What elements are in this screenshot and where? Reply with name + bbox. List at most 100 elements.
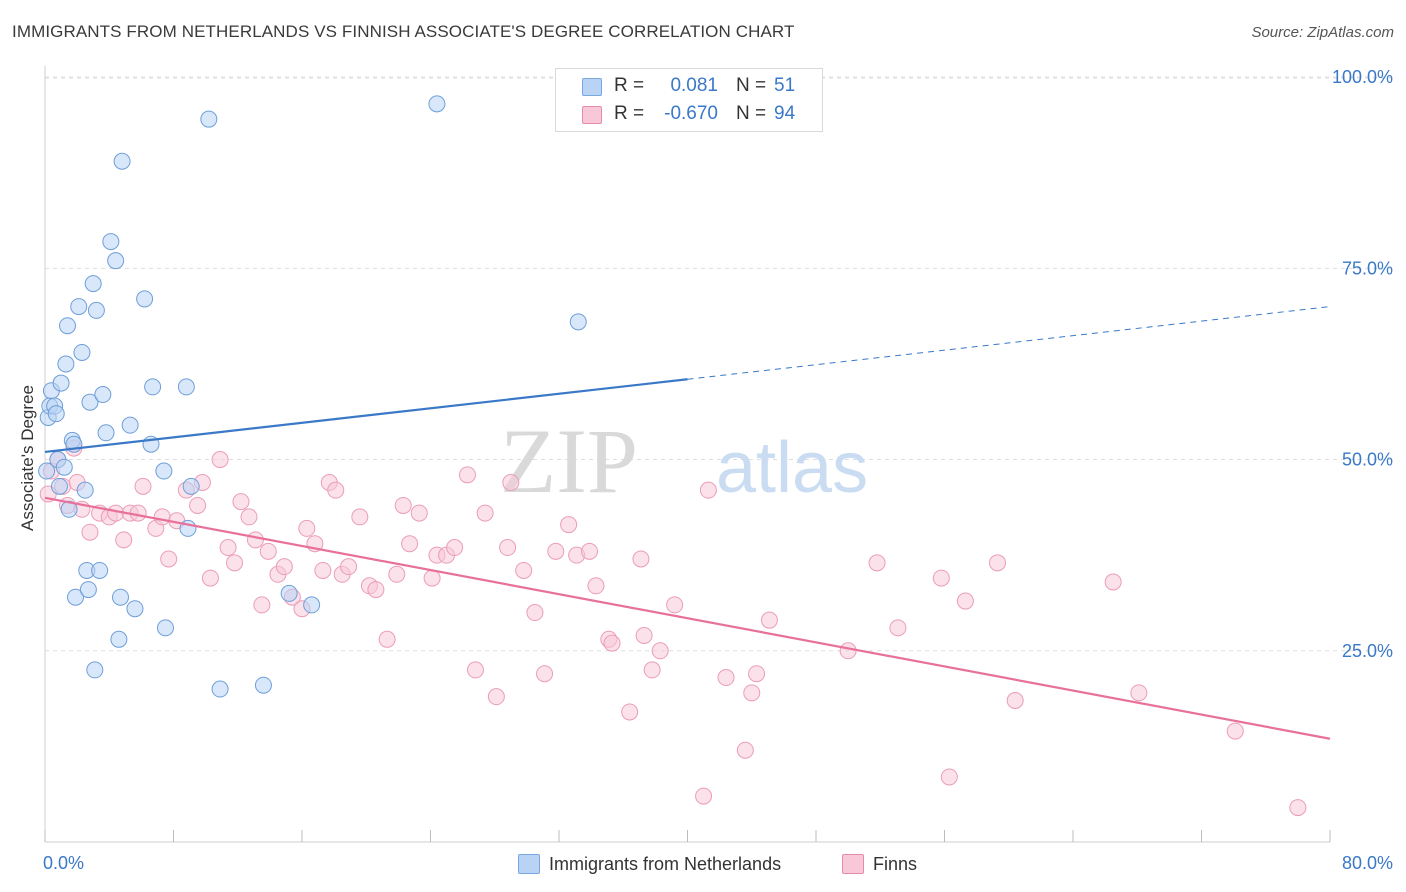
- series-netherlands-points: [38, 95, 587, 698]
- data-point-netherlands: [113, 152, 131, 170]
- data-point-finns: [211, 451, 229, 469]
- data-point-netherlands: [303, 596, 321, 614]
- data-point-netherlands: [38, 462, 56, 480]
- data-point-netherlands: [102, 233, 120, 251]
- data-point-finns: [547, 542, 565, 560]
- data-point-finns: [868, 554, 886, 572]
- axes: [44, 66, 1331, 843]
- data-point-finns: [839, 642, 857, 660]
- data-point-finns: [989, 554, 1007, 572]
- chart-title: IMMIGRANTS FROM NETHERLANDS VS FINNISH A…: [12, 22, 795, 41]
- data-point-finns: [410, 504, 428, 522]
- data-point-finns: [115, 531, 133, 549]
- data-point-netherlands: [81, 393, 99, 411]
- legend-swatch-netherlands: [518, 854, 540, 874]
- data-point-netherlands: [156, 619, 174, 637]
- data-point-netherlands: [121, 416, 139, 434]
- data-point-finns: [666, 596, 684, 614]
- finns-swatch: [582, 106, 602, 124]
- data-point-finns: [340, 558, 358, 576]
- data-point-netherlands: [86, 661, 104, 679]
- trend-line-netherlands-extension: [687, 306, 1331, 380]
- data-point-finns: [760, 611, 778, 629]
- r-label: R =: [614, 75, 645, 96]
- legend-label: Immigrants from Netherlands: [549, 854, 782, 874]
- data-point-netherlands: [84, 275, 102, 293]
- data-point-finns: [932, 569, 950, 587]
- data-point-finns: [889, 619, 907, 637]
- data-point-finns: [499, 539, 517, 557]
- data-point-finns: [603, 634, 621, 652]
- trend-lines: [44, 306, 1331, 740]
- data-point-finns: [246, 531, 264, 549]
- r-value: 0.081: [670, 75, 718, 96]
- stats-row-finns: R = -0.670 N = 94: [556, 100, 822, 128]
- data-point-finns: [226, 554, 244, 572]
- n-value: 94: [774, 103, 796, 124]
- data-point-finns: [298, 519, 316, 537]
- data-point-netherlands: [280, 584, 298, 602]
- n-label: N =: [736, 103, 767, 124]
- data-point-finns: [743, 684, 761, 702]
- data-point-finns: [643, 661, 661, 679]
- data-point-finns: [1289, 799, 1307, 817]
- data-point-finns: [153, 508, 171, 526]
- data-point-finns: [1130, 684, 1148, 702]
- data-point-netherlands: [428, 95, 446, 113]
- source-label: Source: ZipAtlas.com: [1251, 24, 1394, 41]
- data-point-netherlands: [155, 462, 173, 480]
- data-point-finns: [253, 596, 271, 614]
- data-point-netherlands: [58, 317, 76, 335]
- n-label: N =: [736, 75, 767, 96]
- data-point-netherlands: [177, 378, 195, 396]
- y-tick-label: 75.0%: [1342, 258, 1393, 278]
- data-point-netherlands: [144, 378, 162, 396]
- data-point-finns: [275, 558, 293, 576]
- data-point-finns: [502, 474, 520, 492]
- data-point-finns: [587, 577, 605, 595]
- r-label: R =: [614, 103, 645, 124]
- data-point-netherlands: [87, 301, 105, 319]
- y-tick-label: 100.0%: [1332, 67, 1393, 87]
- data-point-finns: [699, 481, 717, 499]
- data-point-finns: [160, 550, 178, 568]
- data-point-finns: [635, 626, 653, 644]
- data-point-finns: [560, 516, 578, 534]
- data-point-netherlands: [126, 600, 144, 618]
- netherlands-swatch: [582, 78, 602, 96]
- data-point-finns: [240, 508, 258, 526]
- data-point-finns: [632, 550, 650, 568]
- data-point-netherlands: [254, 676, 272, 694]
- legend-label: Finns: [873, 854, 918, 874]
- data-point-finns: [401, 535, 419, 553]
- data-point-netherlands: [50, 477, 68, 495]
- data-point-finns: [129, 504, 147, 522]
- data-point-netherlands: [110, 630, 128, 648]
- series-finns-points: [39, 439, 1307, 817]
- tick-labels: 25.0% 50.0% 75.0% 100.0% 0.0% 80.0%: [43, 67, 1393, 873]
- data-point-finns: [748, 665, 766, 683]
- data-point-finns: [327, 481, 345, 499]
- data-point-netherlands: [182, 477, 200, 495]
- watermark-atlas: atlas: [716, 428, 868, 508]
- data-point-finns: [189, 496, 207, 514]
- data-point-finns: [394, 496, 412, 514]
- data-point-netherlands: [67, 588, 85, 606]
- y-tick-label: 50.0%: [1342, 450, 1393, 470]
- data-point-finns: [367, 581, 385, 599]
- trend-line-netherlands: [44, 378, 688, 454]
- data-point-finns: [219, 539, 237, 557]
- data-point-finns: [466, 661, 484, 679]
- legend: Immigrants from Netherlands Finns: [0, 852, 1406, 876]
- data-point-finns: [1226, 722, 1244, 740]
- data-point-finns: [651, 642, 669, 660]
- data-point-finns: [201, 569, 219, 587]
- data-point-netherlands: [52, 374, 70, 392]
- data-point-finns: [695, 787, 713, 805]
- data-point-netherlands: [79, 581, 97, 599]
- watermark: ZIP atlas: [500, 410, 868, 512]
- legend-swatch-finns: [842, 854, 864, 874]
- data-point-finns: [378, 630, 396, 648]
- data-point-netherlands: [57, 355, 75, 373]
